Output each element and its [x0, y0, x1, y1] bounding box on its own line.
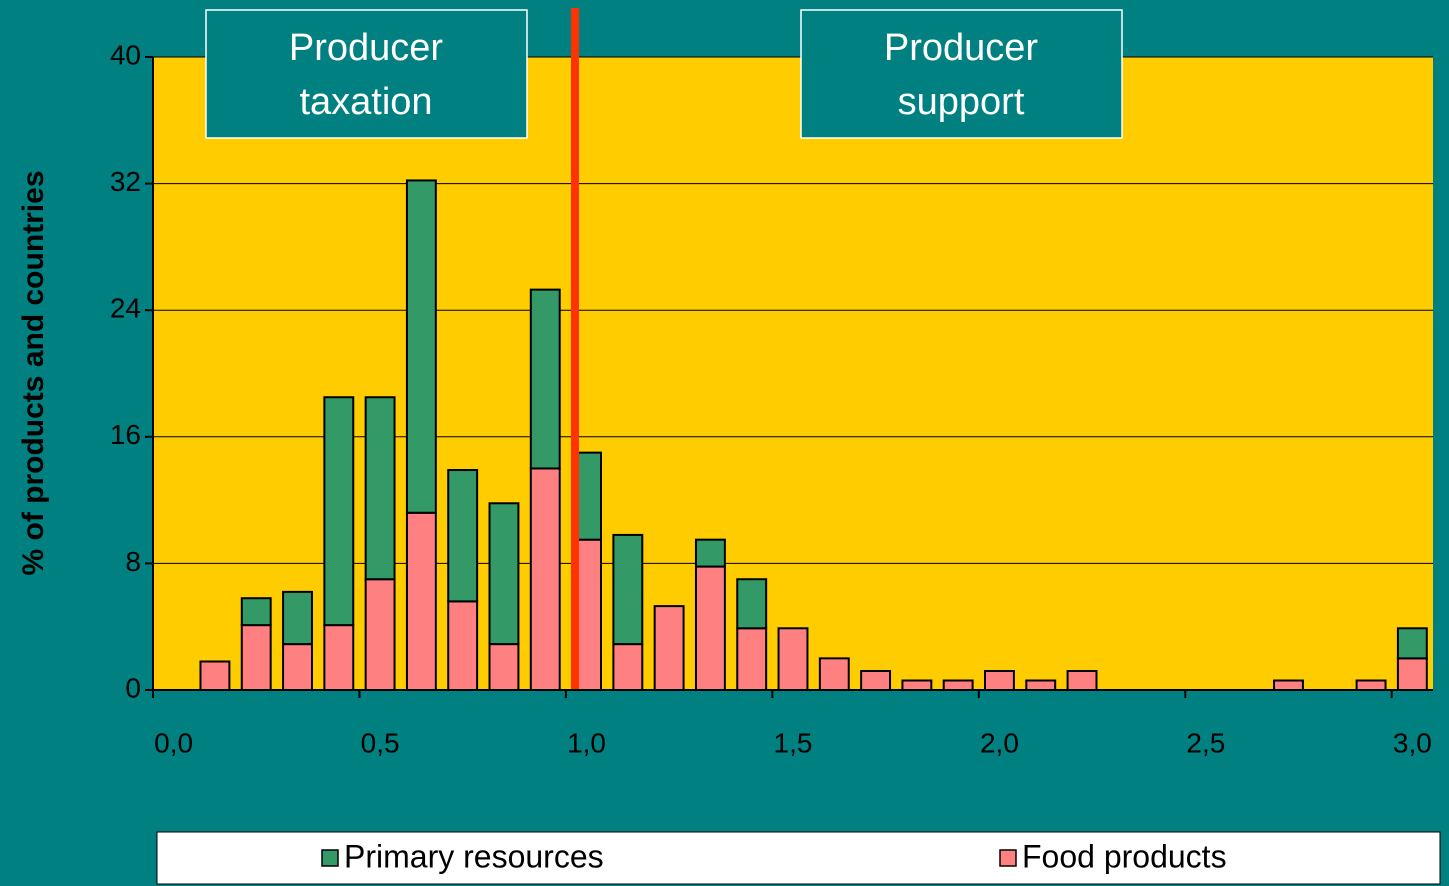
bar-segment: [653, 605, 685, 691]
bar-segment: [447, 469, 479, 603]
x-tick-label: 2,0: [980, 727, 1019, 758]
bar-segment: [736, 627, 768, 691]
x-tick-label: 0,0: [154, 727, 193, 758]
bar-segment: [282, 590, 313, 646]
bar-segment: [860, 670, 892, 692]
bar-segment: [364, 578, 396, 691]
bar-segment: [240, 624, 272, 691]
legend-entries: Primary resources Food products: [321, 838, 1227, 874]
bar-segment: [1025, 679, 1057, 692]
x-tick-label: 1,0: [567, 727, 606, 758]
bar-segment: [447, 600, 479, 692]
annotation: Producer: [289, 27, 444, 69]
annotation-box: [800, 9, 1123, 139]
bar-segment: [529, 467, 561, 692]
annotation: taxation: [299, 81, 432, 123]
y-tick-label: 32: [110, 166, 141, 197]
bar-segment: [942, 679, 974, 692]
y-tick-label: 40: [110, 39, 141, 70]
bar-segment: [901, 679, 933, 692]
bar-segment: [364, 396, 396, 581]
bar-segment: [1355, 679, 1387, 692]
x-tick-label: 2,5: [1186, 727, 1225, 758]
bar-segment: [1066, 670, 1098, 692]
bar-segment: [694, 538, 726, 568]
annotation: support: [898, 81, 1025, 123]
y-tick-label: 8: [125, 546, 141, 577]
bar-segment: [323, 624, 355, 691]
annotation: Producer: [884, 27, 1039, 69]
bar-segment: [694, 565, 726, 691]
bar-segment: [984, 670, 1015, 692]
y-tick-label: 24: [110, 293, 141, 324]
bar-segment: [777, 627, 809, 691]
bar-segment: [736, 578, 768, 630]
x-tick-label: 0,5: [361, 727, 400, 758]
bar-segment: [818, 657, 850, 691]
bar-segment: [405, 179, 437, 514]
bar-segment: [199, 660, 231, 692]
bar-segment: [488, 502, 520, 646]
bar-segment: [612, 533, 644, 646]
annotation-box: [205, 9, 528, 139]
x-tick-label: 1,5: [774, 727, 813, 758]
bar-segment: [529, 288, 561, 470]
legend-swatch: [321, 849, 339, 867]
legend-label: Food products: [1022, 838, 1227, 874]
x-tick-label: 3,0: [1393, 727, 1432, 758]
y-tick-label: 0: [125, 672, 141, 703]
bar-segment: [1396, 627, 1428, 660]
bar-segment: [612, 643, 644, 691]
bar-segment: [240, 597, 272, 627]
legend: [156, 831, 1441, 885]
bar-segment: [1273, 679, 1304, 692]
y-axis-label: % of products and countries: [17, 170, 50, 575]
bar-segment: [1396, 657, 1428, 691]
bar-segment: [323, 396, 355, 627]
legend-swatch: [999, 849, 1017, 867]
y-tick-label: 16: [110, 419, 141, 450]
bar-segment: [405, 511, 437, 692]
legend-label: Primary resources: [344, 838, 604, 874]
bar-segment: [488, 643, 520, 691]
bar-segment: [282, 643, 313, 691]
